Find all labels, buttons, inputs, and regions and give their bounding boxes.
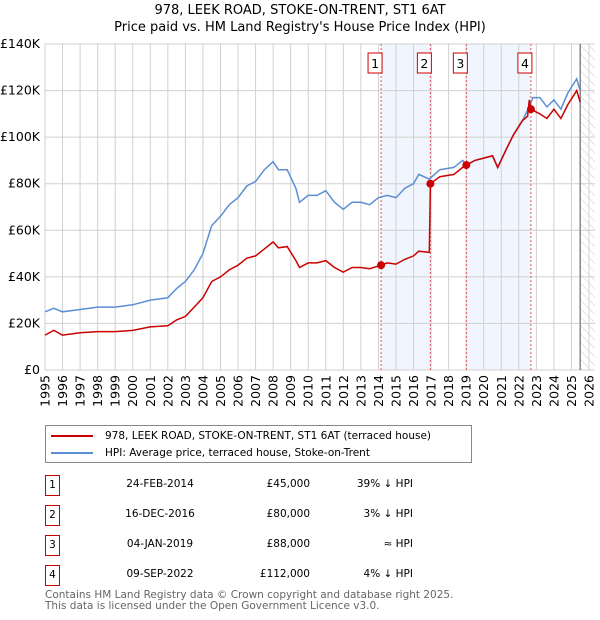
x-tick-label: 1998 — [90, 375, 105, 407]
y-tick-label: £140K — [0, 36, 41, 51]
x-tick-label: 2020 — [476, 375, 491, 407]
sale-point — [426, 179, 435, 188]
sale-marker-badge: 2 — [45, 505, 60, 526]
legend-swatch-blue — [51, 452, 93, 454]
x-tick-label: 2017 — [424, 375, 439, 407]
x-tick-label: 2026 — [582, 375, 597, 407]
x-tick-label: 2013 — [353, 375, 368, 407]
legend-swatch-red — [51, 435, 93, 437]
y-tick-label: £20K — [8, 315, 41, 330]
sale-point — [462, 161, 471, 170]
legend-label: 978, LEEK ROAD, STOKE-ON-TRENT, ST1 6AT … — [105, 430, 432, 442]
x-tick-label: 2006 — [231, 375, 246, 407]
sale-marker-badge: 4 — [45, 565, 60, 586]
x-tick-label: 2001 — [143, 375, 158, 407]
sale-row: 3 04-JAN-2019 £88,000 ≈ HPI — [45, 535, 413, 556]
legend: 978, LEEK ROAD, STOKE-ON-TRENT, ST1 6AT … — [45, 425, 472, 463]
x-tick-label: 2014 — [371, 375, 386, 407]
property-price-line — [44, 88, 581, 336]
sale-marker-badge: 1 — [45, 475, 60, 496]
sale-point — [526, 105, 535, 114]
x-tick-label: 2025 — [564, 375, 579, 407]
sale-flag-label: 1 — [371, 56, 379, 71]
x-tick-label: 2009 — [283, 375, 298, 407]
sale-hpi-comparison: 39% ↓ HPI — [356, 478, 413, 490]
sale-hpi-comparison: 4% ↓ HPI — [363, 568, 413, 580]
legend-item-hpi: HPI: Average price, terraced house, Stok… — [46, 445, 370, 461]
x-tick-label: 2021 — [494, 375, 509, 407]
x-tick-label: 1995 — [38, 375, 53, 407]
sale-date: 09-SEP-2022 — [126, 568, 194, 580]
footer-line: Contains HM Land Registry data © Crown c… — [45, 589, 454, 601]
sale-date: 16-DEC-2016 — [125, 508, 195, 520]
x-tick-label: 2016 — [406, 375, 421, 407]
sale-date: 04-JAN-2019 — [126, 538, 194, 550]
sale-hpi-comparison: ≈ HPI — [383, 538, 413, 550]
shaded-period — [466, 44, 531, 370]
sale-hpi-comparison: 3% ↓ HPI — [363, 508, 413, 520]
y-tick-label: £100K — [0, 129, 41, 144]
x-tick-label: 2007 — [248, 375, 263, 407]
x-tick-label: 2018 — [441, 375, 456, 407]
x-tick-label: 1997 — [73, 375, 88, 407]
price-chart: 1995 1996 1997 1998 1999 2000 2001 2002 2003 2004… — [0, 36, 597, 407]
sale-price: £80,000 — [266, 508, 310, 520]
x-tick-label: 2023 — [529, 375, 544, 407]
sale-marker-badge: 3 — [45, 535, 60, 556]
x-tick-label: 2011 — [318, 375, 333, 407]
x-tick-label: 2005 — [213, 375, 228, 407]
x-tick-label: 2000 — [125, 375, 140, 407]
sale-row: 1 24-FEB-2014 £45,000 39% ↓ HPI — [45, 475, 413, 496]
x-tick-label: 2022 — [511, 375, 526, 407]
sale-flag-box — [367, 52, 383, 74]
shaded-period — [381, 44, 431, 370]
sale-date: 24-FEB-2014 — [126, 478, 194, 490]
legend-item-property: 978, LEEK ROAD, STOKE-ON-TRENT, ST1 6AT … — [46, 428, 431, 444]
chart-subtitle: Price paid vs. HM Land Registry's House … — [114, 20, 486, 35]
y-tick-label: £80K — [8, 176, 41, 191]
sale-flag-label: 3 — [456, 56, 464, 71]
x-tick-label: 1999 — [108, 375, 123, 407]
y-tick-label: £60K — [8, 222, 41, 237]
sale-flag-box — [517, 52, 533, 74]
sale-price: £45,000 — [266, 478, 310, 490]
sale-price: £112,000 — [259, 568, 310, 580]
sale-flag-box — [416, 52, 432, 74]
x-tick-label: 2012 — [336, 375, 351, 407]
x-tick-label: 1996 — [55, 375, 70, 407]
sale-flag-label: 2 — [420, 56, 428, 71]
y-tick-label: £120K — [0, 83, 41, 98]
y-tick-label: £40K — [8, 269, 41, 284]
sale-flag-box — [452, 52, 468, 74]
legend-label: HPI: Average price, terraced house, Stok… — [105, 447, 370, 459]
x-tick-label: 2019 — [459, 375, 474, 407]
footer-line: This data is licensed under the Open Gov… — [45, 600, 380, 612]
footer: Contains HM Land Registry data © Crown c… — [45, 590, 453, 612]
chart-title: 978, LEEK ROAD, STOKE-ON-TRENT, ST1 6AT — [154, 3, 446, 18]
sale-price: £88,000 — [266, 538, 310, 550]
x-tick-label: 2015 — [388, 375, 403, 407]
x-tick-label: 2003 — [178, 375, 193, 407]
x-tick-label: 2004 — [195, 375, 210, 407]
x-tick-label: 2008 — [266, 375, 281, 407]
projection-hatch — [580, 44, 595, 370]
sale-row: 2 16-DEC-2016 £80,000 3% ↓ HPI — [45, 505, 413, 526]
y-tick-label: £0 — [24, 362, 40, 377]
sale-row: 4 09-SEP-2022 £112,000 4% ↓ HPI — [45, 565, 413, 586]
x-tick-label: 2024 — [546, 375, 561, 407]
sale-flag-label: 4 — [521, 56, 529, 71]
x-tick-label: 2002 — [160, 375, 175, 407]
sale-point — [377, 261, 386, 270]
x-tick-label: 2010 — [301, 375, 316, 407]
